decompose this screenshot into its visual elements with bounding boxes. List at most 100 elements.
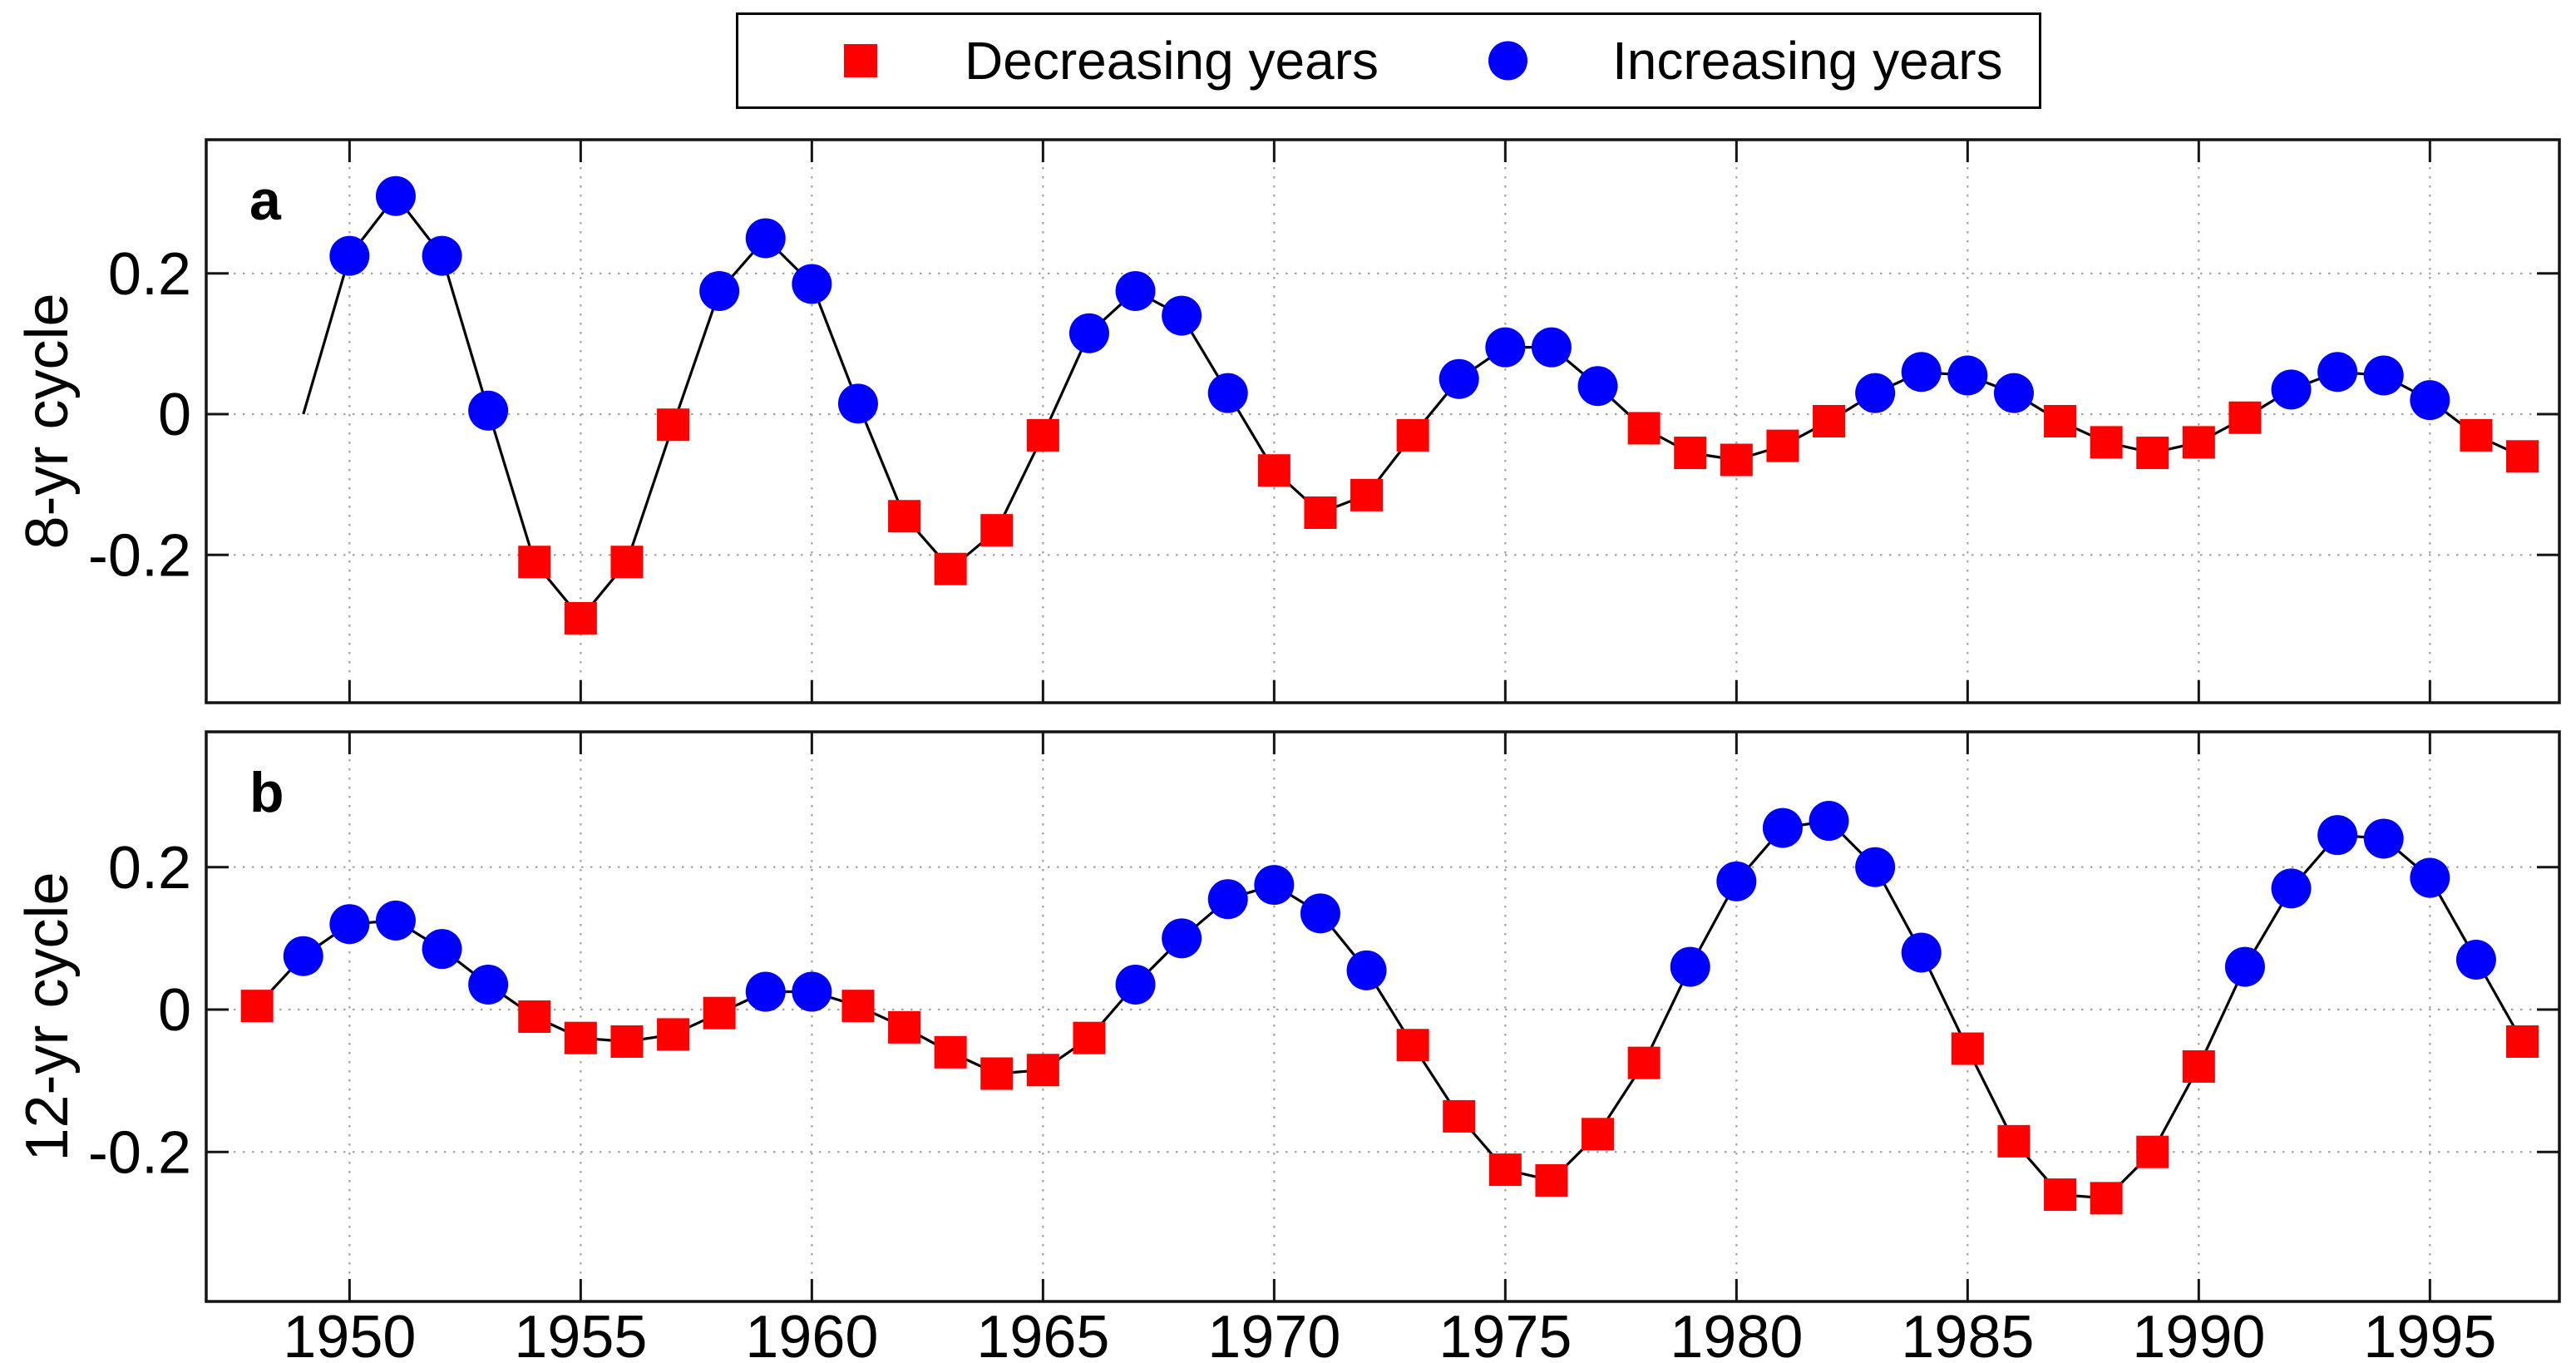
decreasing-year-marker [240,990,274,1023]
increasing-year-marker [2224,946,2265,987]
legend: Decreasing years Increasing years [736,12,2041,109]
increasing-year-marker [1993,373,2034,413]
decreasing-year-marker [841,990,875,1023]
decreasing-year-marker [1304,496,1337,530]
increasing-year-marker [375,175,416,216]
increasing-year-marker [468,390,509,431]
increasing-year-marker [745,971,786,1012]
decreasing-year-marker [703,996,736,1030]
increasing-year-marker [2363,818,2404,859]
plot-area [206,140,2559,703]
increasing-year-marker [1300,893,1340,934]
decreasing-year-marker [2182,1049,2215,1083]
decreasing-year-marker [1073,1021,1106,1054]
increasing-year-marker [422,929,462,970]
decreasing-year-marker [1488,1153,1522,1187]
decreasing-year-marker [1396,1029,1429,1062]
decreasing-year-marker [1443,1099,1476,1133]
increasing-year-marker [792,264,832,304]
decreasing-year-marker [518,546,551,579]
decreasing-year-marker [1535,1163,1568,1197]
y-axis-title-b: 12-yr cycle [14,872,81,1161]
decreasing-year-marker [1674,437,1707,470]
decreasing-year-marker [2506,440,2539,473]
x-tick-label: 1970 [1207,1304,1340,1363]
decreasing-year-marker [610,546,644,579]
decreasing-year-marker [2044,1178,2077,1212]
increasing-year-marker [422,235,462,276]
decreasing-year-marker [657,408,690,442]
decreasing-year-marker [1951,1032,1984,1065]
increasing-year-marker [283,936,323,976]
decreasing-year-marker [1720,443,1753,477]
decreasing-year-marker [564,1021,597,1054]
decreasing-year-marker [657,1018,690,1051]
y-tick-label: -0.2 [88,522,191,589]
decreasing-year-marker [2506,1025,2539,1058]
increasing-year-marker [699,270,740,311]
increasing-year-marker [1207,373,1248,413]
increasing-year-marker [329,235,370,276]
x-tick-label: 1975 [1439,1304,1572,1363]
decreasing-year-marker [1813,405,1846,437]
decreasing-year-marker [2182,426,2215,459]
decreasing-year-marker [610,1025,644,1058]
x-tick-label: 1980 [1670,1304,1803,1363]
decreasing-year-marker [980,1057,1014,1090]
x-tick-label: 1995 [2363,1304,2496,1363]
decreasing-year-marker [1582,1118,1615,1151]
panel-a: -0.2 0 0.2 8-yr cycle a [14,138,2561,704]
panel-letter-b: b [249,761,284,824]
increasing-year-marker [745,218,786,259]
increasing-year-marker [2317,352,2358,393]
decreasing-year-marker [1396,418,1429,452]
decreasing-year-marker [1766,429,1799,462]
increasing-year-marker [1485,327,1526,368]
increasing-year-marker [1162,295,1202,336]
legend-label-decreasing: Decreasing years [965,31,1379,91]
decreasing-year-marker [2090,1182,2123,1215]
panel-b: -0.2 0 0.2 1950 1955 1960 1965 1970 1975 1980 1985… [14,730,2561,1363]
increasing-year-marker [1531,327,1572,368]
increasing-year-marker [1855,847,1896,887]
increasing-year-marker [1577,366,1618,407]
increasing-year-marker [1901,932,1942,973]
x-tick-label: 1985 [1901,1304,2034,1363]
increasing-year-marker [1670,946,1710,987]
legend-label-increasing: Increasing years [1612,31,2003,91]
increasing-year-marker [1162,918,1202,959]
increasing-year-marker [2410,857,2450,898]
x-tick-label: 1990 [2132,1304,2265,1363]
y-tick-label: 0.2 [108,241,191,308]
increasing-year-marker [468,964,509,1005]
axes-border [205,138,2561,704]
increasing-year-marker [2317,815,2358,856]
increasing-year-marker [1115,964,1156,1005]
y-axis-title-a: 8-yr cycle [14,293,81,549]
x-tick-label: 1955 [514,1304,647,1363]
increasing-year-marker [1901,352,1942,393]
increasing-year-marker [375,900,416,941]
decreasing-year-marker [1627,412,1661,445]
decreasing-year-marker [934,552,967,585]
increasing-year-marker [1115,270,1156,311]
y-tick-label: -0.2 [88,1119,191,1186]
increasing-year-marker [1254,865,1295,906]
decreasing-year-marker [934,1035,967,1069]
increasing-year-marker [792,971,832,1012]
decreasing-year-marker [1026,1054,1059,1087]
panel-letter-a: a [249,169,282,232]
decreasing-year-marker [2136,437,2169,470]
decreasing-year-marker [2460,418,2493,452]
decreasing-year-marker [888,1010,921,1044]
decreasing-year-marker [518,1000,551,1033]
axes-border [205,730,2561,1303]
increasing-year-marker [837,383,878,424]
increasing-year-marker [1855,373,1896,413]
decreasing-year-marker [2090,426,2123,459]
increasing-year-marker [1716,861,1757,901]
increasing-year-marker [1439,358,1479,399]
y-tick-label: 0 [158,382,191,448]
x-tick-label: 1960 [745,1304,878,1363]
